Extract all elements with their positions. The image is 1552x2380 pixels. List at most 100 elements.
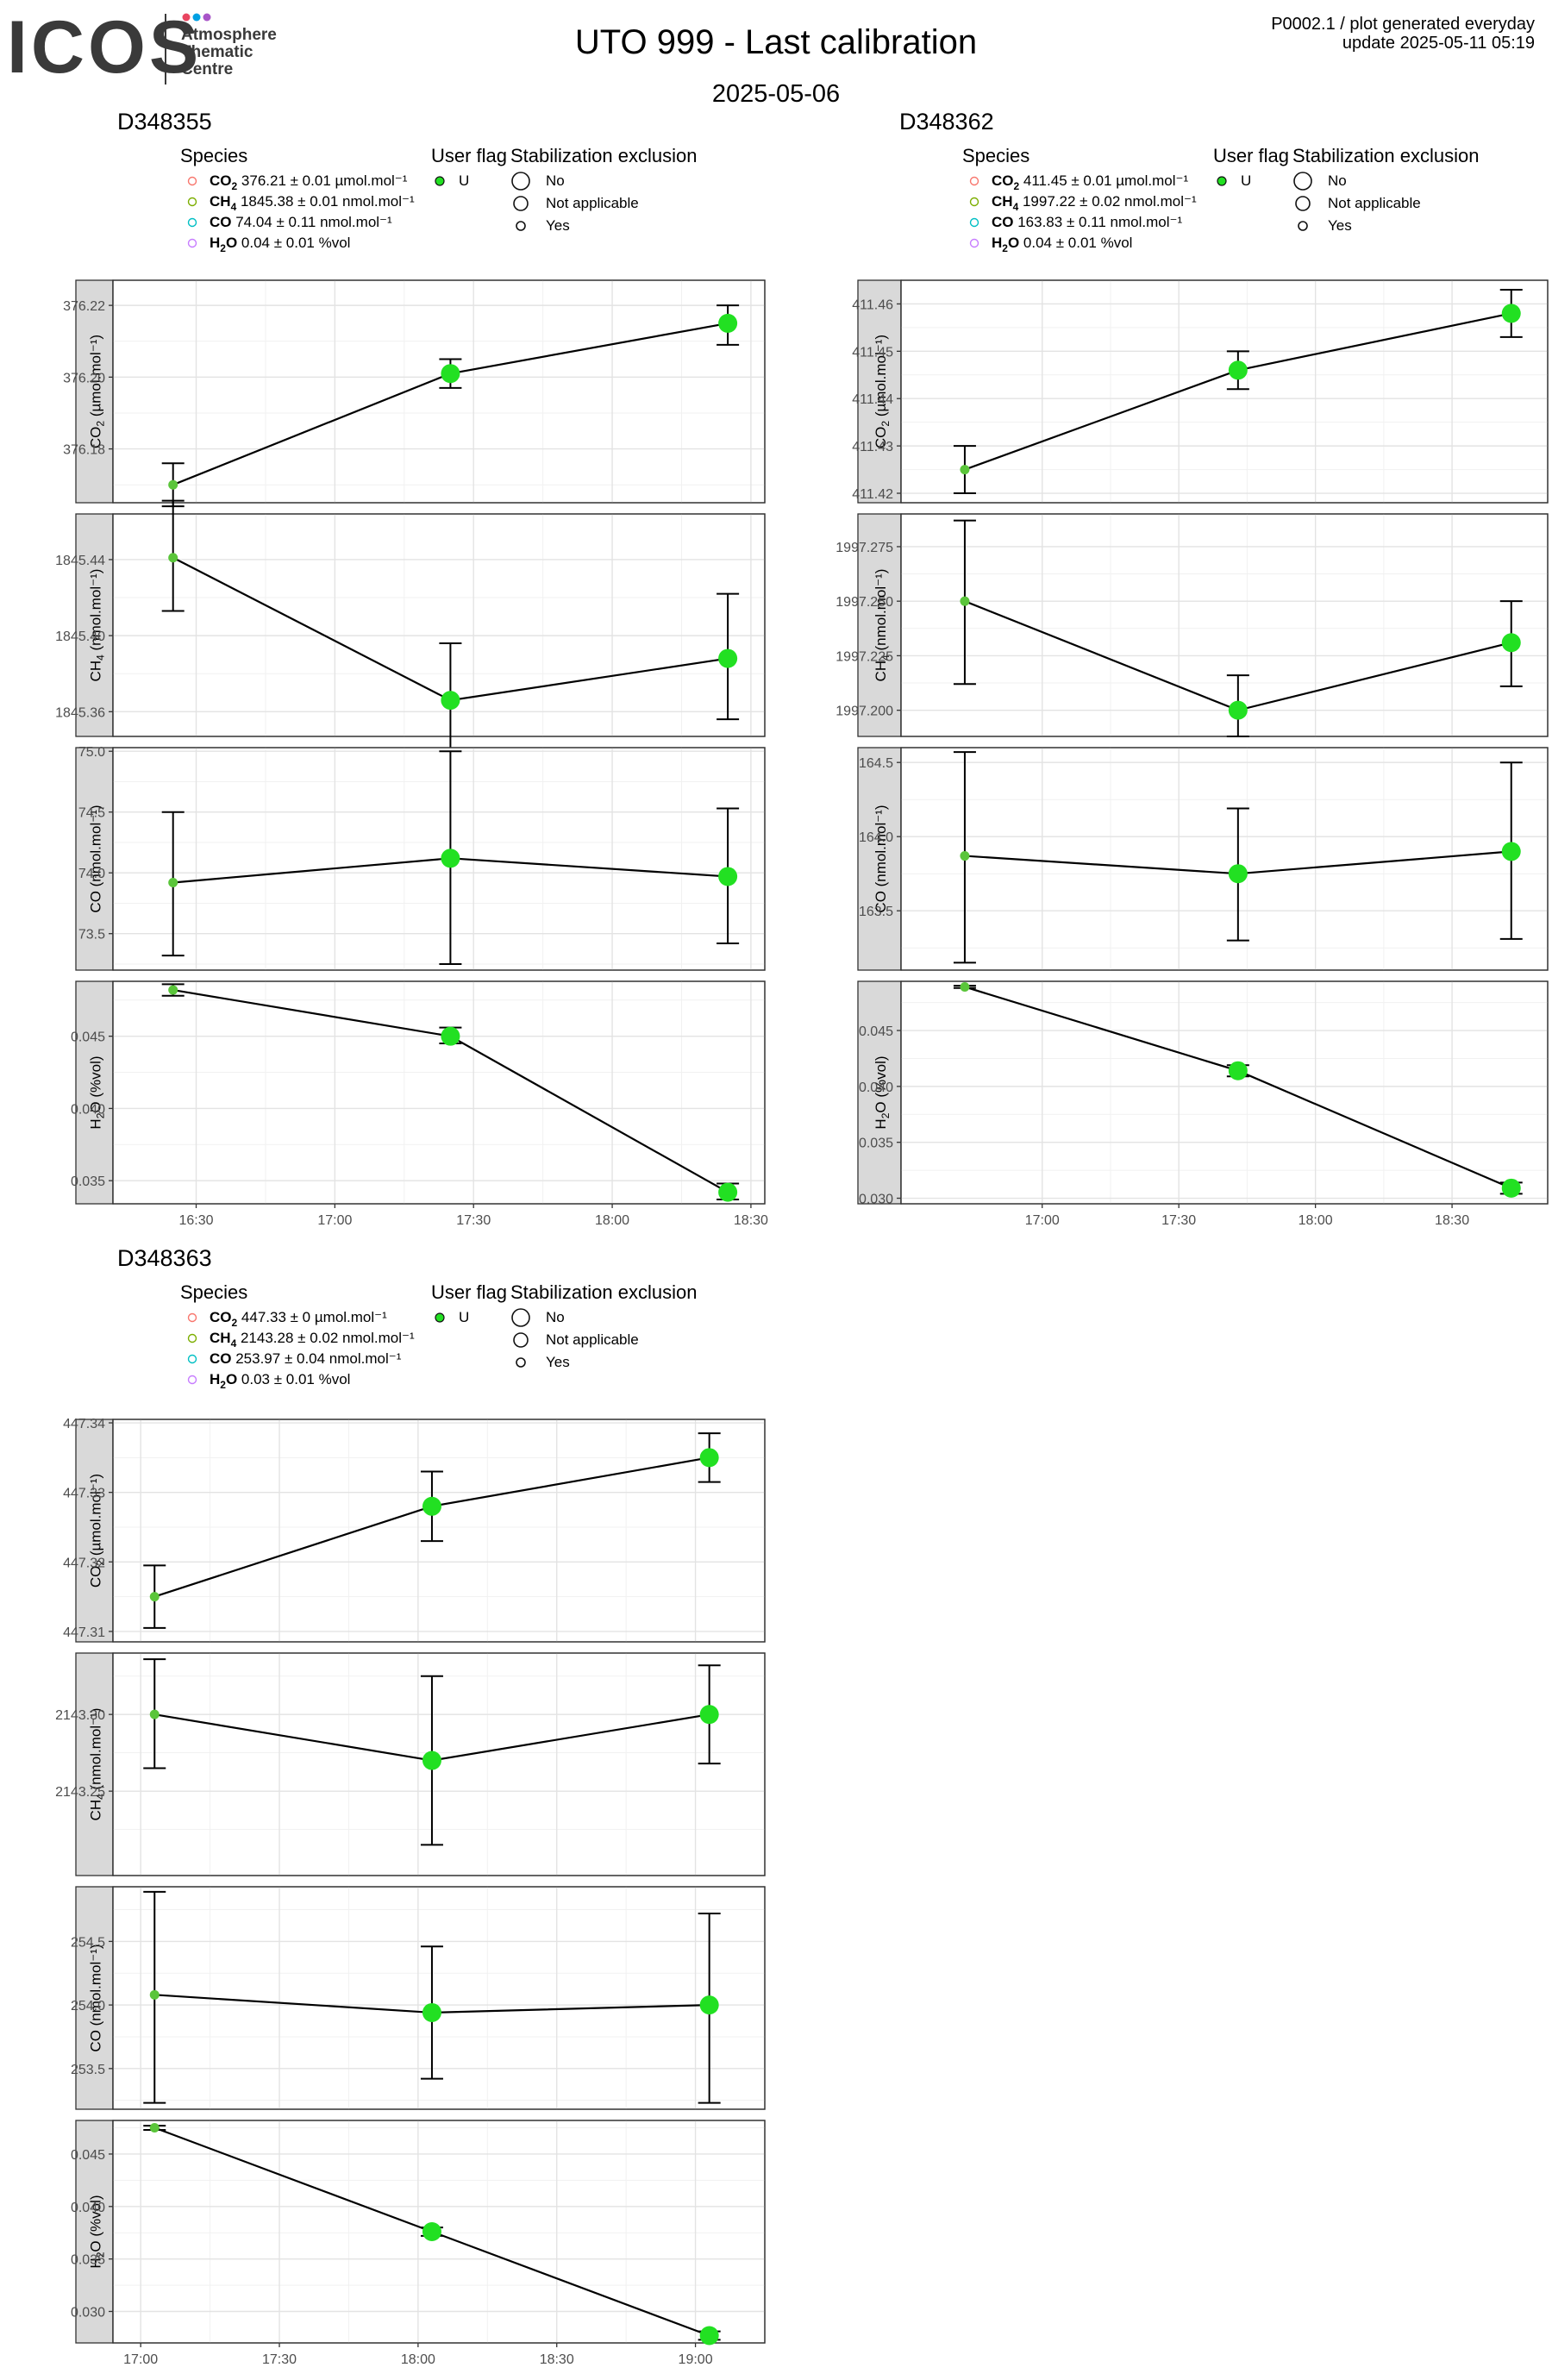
panel-area	[900, 513, 1549, 737]
legend-species-title: Species	[180, 1281, 247, 1303]
legend-stab-marker	[1298, 221, 1308, 231]
y-tick-label: 254.5	[71, 1935, 105, 1950]
panel-ylabel: CO (nmol.mol⁻¹)	[873, 805, 889, 912]
y-tick-label: 74.0	[78, 867, 105, 881]
legend-species-title: Species	[180, 145, 247, 166]
data-point	[149, 1709, 160, 1719]
panel-border	[112, 513, 766, 737]
y-tick-label: 411.44	[852, 392, 893, 407]
data-point	[1501, 304, 1521, 323]
legend-species-title: Species	[962, 145, 1029, 166]
y-tick-label: 2143.30	[55, 1708, 105, 1723]
data-point	[718, 648, 738, 668]
panel-ylabel: CH4 (nmol.mol⁻¹)	[88, 569, 107, 682]
legend-stab-label: Yes	[546, 1354, 570, 1370]
data-point	[699, 2326, 719, 2346]
legend-stab-label: No	[546, 172, 565, 189]
data-point	[718, 867, 738, 886]
panel-strip	[75, 513, 114, 737]
legend-stab-label: Not applicable	[1328, 195, 1421, 211]
data-point	[960, 981, 970, 992]
data-point	[149, 2123, 160, 2133]
panel-CH4: CH4 (nmol.mol⁻¹) 1997.200 1997.225 1997.250…	[835, 513, 1549, 737]
y-tick-label: 1997.225	[835, 649, 893, 664]
panel-CH4: CH4 (nmol.mol⁻¹)2143.25 2143.30	[55, 1652, 766, 1876]
legend-species-item: CH4 2143.28 ± 0.02 nmol.mol⁻¹	[210, 1330, 415, 1350]
legend-flag-title: User flag	[1213, 145, 1289, 166]
y-tick-label: 1845.36	[55, 705, 105, 720]
data-point	[699, 1995, 719, 2015]
meta-line-1: P0002.1 / plot generated everyday	[1271, 15, 1535, 34]
panel-CO2: CO2 (µmol.mol⁻¹) 447.31 447.32 447.33 447.34	[63, 1417, 766, 1643]
y-tick-label: 447.32	[63, 1556, 105, 1570]
y-tick-label: 411.46	[852, 298, 893, 312]
y-tick-label: 2143.25	[55, 1785, 105, 1800]
panel-strip	[857, 747, 902, 971]
logo-sub-1: Atmosphere	[181, 26, 277, 44]
y-tick-label: 253.5	[71, 2063, 105, 2077]
x-tick-label: 17:00	[1025, 1213, 1060, 1228]
logo-dot-red	[182, 13, 191, 22]
legend-species-marker	[187, 238, 197, 248]
data-point	[1501, 842, 1521, 861]
panel-CH4: CH4 (nmol.mol⁻¹) 1845.36 1845.40 1845.44	[55, 499, 766, 759]
x-tick-label: 17:30	[262, 2352, 297, 2367]
legend-flag-label: U	[1241, 172, 1251, 189]
panel-strip	[857, 980, 902, 1205]
data-point	[422, 2222, 441, 2241]
data-point	[441, 849, 460, 868]
meta-line-2: update 2025-05-11 05:19	[1342, 34, 1535, 53]
chart-title: D348362	[899, 109, 994, 135]
legend-flag-marker	[435, 176, 445, 186]
data-point	[960, 851, 970, 861]
panel-ylabel: CH4 (nmol.mol⁻¹)	[873, 569, 892, 682]
legend-species-marker	[187, 1333, 197, 1343]
legend-species-marker	[187, 1312, 197, 1323]
legend-stab-label: Not applicable	[546, 195, 639, 211]
data-point	[1228, 700, 1248, 720]
y-tick-label: 74.5	[78, 806, 105, 821]
y-tick-label: 447.31	[63, 1625, 105, 1640]
data-point	[699, 1705, 719, 1725]
y-tick-label: 447.34	[63, 1417, 105, 1431]
legend-species-item: CO2 376.21 ± 0.01 µmol.mol⁻¹	[210, 172, 408, 192]
panel-border	[112, 2120, 766, 2344]
legend-species-item: CO2 411.45 ± 0.01 µmol.mol⁻¹	[992, 172, 1189, 192]
panel-border	[112, 747, 766, 971]
panel-strip	[75, 2120, 114, 2344]
data-point	[149, 1592, 160, 1602]
y-tick-label: 411.45	[852, 345, 893, 360]
legend-species-item: CH4 1997.22 ± 0.02 nmol.mol⁻¹	[992, 193, 1197, 213]
data-point	[1228, 864, 1248, 884]
legend-stab-label: Yes	[1328, 217, 1352, 234]
data-point	[168, 985, 178, 995]
x-tick-label: 17:30	[456, 1213, 491, 1228]
legend-stab-label: Not applicable	[546, 1331, 639, 1348]
logo-sub-2: Thematic	[181, 43, 253, 61]
legend-stab-marker	[516, 221, 526, 231]
legend-stab-marker	[513, 1332, 529, 1348]
panel-ylabel: H2O (%vol)	[88, 1055, 107, 1129]
panel-ylabel: CO (nmol.mol⁻¹)	[88, 805, 104, 912]
x-tick-label: 18:00	[401, 2352, 435, 2367]
x-tick-label: 18:00	[595, 1213, 629, 1228]
panel-area	[112, 1419, 766, 1643]
legend-species-item: CO 74.04 ± 0.11 nmol.mol⁻¹	[210, 214, 392, 230]
panel-H2O: H2O (%vol) 0.035 0.040 0.045 16:30 17:00 17:30…	[71, 980, 768, 1228]
y-tick-label: 0.045	[859, 1024, 893, 1039]
x-tick-label: 18:30	[1435, 1213, 1469, 1228]
data-point	[960, 596, 970, 606]
panel-border	[112, 1419, 766, 1643]
y-tick-label: 0.040	[859, 1080, 893, 1095]
panel-area	[112, 513, 766, 737]
y-tick-label: 0.030	[859, 1193, 893, 1207]
legend-species-marker	[187, 1354, 197, 1364]
panel-border	[900, 980, 1549, 1205]
panel-border	[112, 279, 766, 504]
panel-ylabel: CO2 (µmol.mol⁻¹)	[88, 1474, 107, 1588]
legend-species-item: CO2 447.33 ± 0 µmol.mol⁻¹	[210, 1309, 387, 1329]
data-point	[1501, 1178, 1521, 1198]
legend-stab-marker	[1295, 196, 1311, 211]
y-tick-label: 0.035	[71, 1174, 105, 1189]
